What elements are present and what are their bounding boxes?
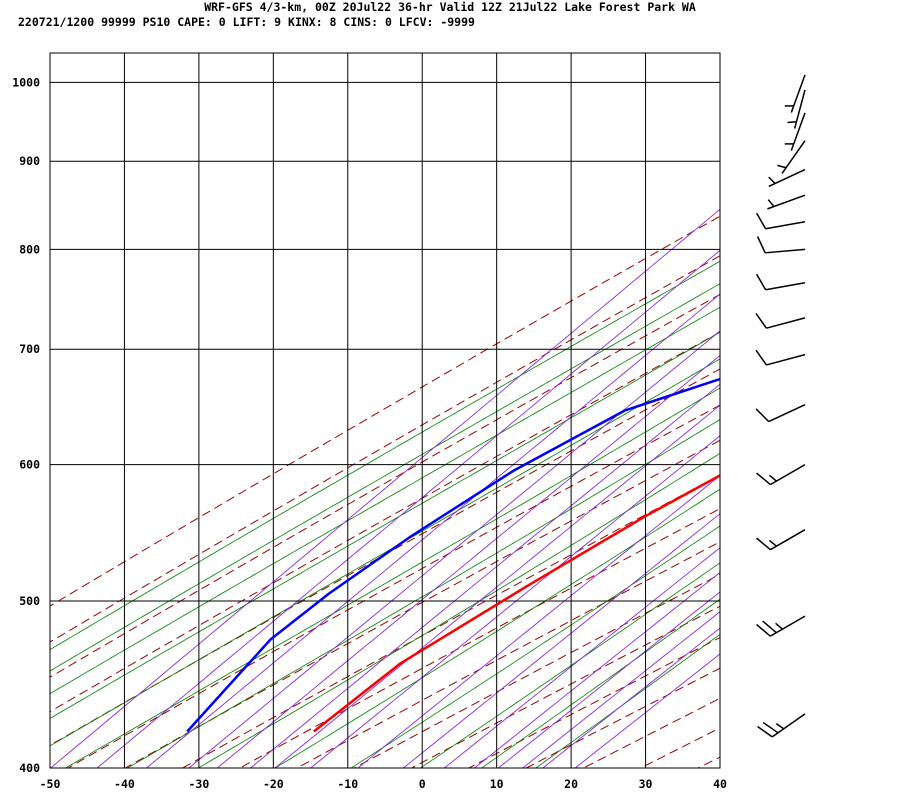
dry-adiabat-line: [296, 541, 720, 768]
temperature-tick-label: -10: [337, 777, 358, 791]
wind-barb: [755, 212, 806, 230]
pressure-tick-labels: 400 500 600 700 800 900 1000: [12, 75, 40, 775]
mixing-ratio-line: [443, 547, 720, 768]
wind-barbs: [755, 74, 806, 738]
chart-subtitle: 220721/1200 99999 PS10 CAPE: 0 LIFT: 9 K…: [18, 15, 475, 29]
grid-lines: [49, 53, 721, 769]
dry-adiabat-line: [582, 697, 720, 768]
dry-adiabat-line: [525, 667, 720, 768]
dry-adiabat-line: [467, 636, 720, 768]
mixing-ratio-line: [309, 435, 720, 768]
wind-barb: [755, 313, 806, 329]
moist-adiabat-line: [197, 452, 720, 768]
temperature-tick-label: -20: [263, 777, 284, 791]
mixing-ratio-line: [542, 627, 720, 768]
dry-adiabat-line: [238, 508, 720, 768]
temperature-tick-label: 0: [419, 777, 426, 791]
moist-adiabat-line: [50, 260, 720, 651]
wind-barb: [787, 89, 806, 129]
wind-barb: [784, 74, 806, 113]
temperature-tick-label: -40: [114, 777, 135, 791]
mixing-ratio-line: [50, 208, 720, 768]
mixing-ratio-line: [357, 475, 720, 768]
plot-frame: [49, 52, 721, 769]
mixing-ratio-line: [574, 653, 720, 768]
temperature-tick-label: 40: [713, 777, 727, 791]
temperature-tick-label: 10: [490, 777, 504, 791]
pressure-tick-label: 900: [19, 154, 40, 168]
wind-barb: [756, 236, 806, 254]
mixing-ratio-line: [145, 293, 720, 768]
wind-barb: [784, 112, 806, 151]
wind-barb: [755, 349, 806, 366]
wind-barb: [777, 140, 806, 174]
wind-barb: [768, 168, 806, 188]
pressure-tick-label: 800: [19, 242, 40, 256]
dry-adiabat-line: [410, 605, 720, 768]
temperature-tick-label: 30: [639, 777, 653, 791]
profile-lines: [186, 377, 720, 733]
pressure-tick-label: 700: [19, 342, 40, 356]
wind-barb: [755, 273, 806, 291]
chart-title: WRF-GFS 4/3-km, 00Z 20Jul22 36-hr Valid …: [204, 0, 696, 14]
wind-barb: [755, 404, 806, 423]
wind-barb: [757, 713, 806, 738]
dry-adiabat-line: [717, 46, 900, 787]
dewpoint-profile-line: [186, 377, 720, 733]
pressure-tick-label: 400: [19, 761, 40, 775]
adiabat-lines: [50, 46, 900, 787]
mixing-ratio-line: [249, 383, 720, 768]
wind-barb: [756, 615, 806, 637]
dry-adiabat-line: [181, 474, 720, 768]
dry-adiabat-line: [353, 573, 720, 768]
pressure-tick-label: 600: [19, 458, 40, 472]
moist-adiabat-line: [480, 598, 720, 768]
moist-adiabat-line: [64, 387, 720, 768]
wind-barb: [756, 529, 806, 551]
mixing-ratio-line: [497, 591, 720, 768]
temperature-tick-label: -50: [40, 777, 61, 791]
mixing-ratio-line: [521, 611, 720, 768]
pressure-tick-label: 500: [19, 594, 40, 608]
mixing-ratio-line: [188, 330, 720, 768]
mixing-ratio-line: [96, 249, 720, 768]
temperature-tick-label: -30: [188, 777, 209, 791]
temperature-tick-label: 20: [564, 777, 578, 791]
temperature-profile-line: [313, 473, 720, 733]
temperature-tick-labels: -50 -40 -30 -20 -10 0 10 20 30 40: [40, 777, 727, 791]
mixing-ratio-line: [402, 513, 720, 768]
pressure-tick-label: 1000: [12, 75, 40, 89]
wind-barb: [767, 194, 806, 210]
dry-adiabat-line: [639, 727, 720, 768]
wind-barb: [756, 463, 806, 486]
